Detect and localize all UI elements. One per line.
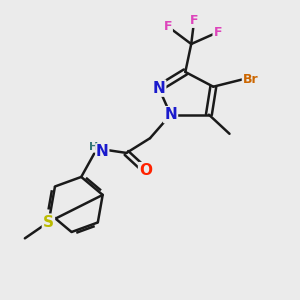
Text: F: F — [214, 26, 222, 39]
Text: O: O — [139, 163, 152, 178]
Text: Br: Br — [243, 73, 258, 86]
Text: S: S — [43, 214, 54, 230]
Text: F: F — [190, 14, 198, 27]
Text: H: H — [89, 142, 98, 152]
Text: F: F — [164, 20, 172, 33]
Text: N: N — [152, 81, 165, 96]
Text: N: N — [164, 107, 177, 122]
Text: N: N — [96, 144, 109, 159]
